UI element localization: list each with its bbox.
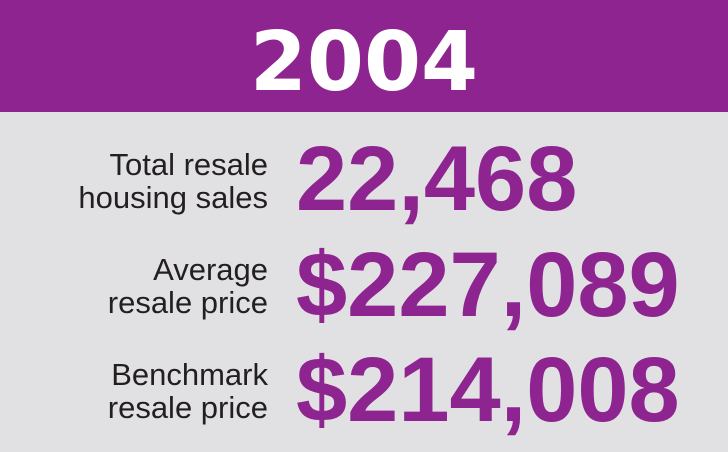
stat-label: Benchmark xyxy=(111,357,268,392)
stat-value: 22,468 xyxy=(296,128,577,230)
stat-label: Average xyxy=(153,252,268,287)
stat-value: $214,008 xyxy=(296,339,680,441)
stat-label: resale price xyxy=(108,390,268,425)
stat-label: Total resale xyxy=(109,147,268,182)
stat-label: resale price xyxy=(108,285,268,320)
stat-label: housing sales xyxy=(78,180,268,215)
header-title: 2004 xyxy=(250,15,478,110)
header-band xyxy=(0,0,728,112)
stat-value: $227,089 xyxy=(296,234,680,336)
